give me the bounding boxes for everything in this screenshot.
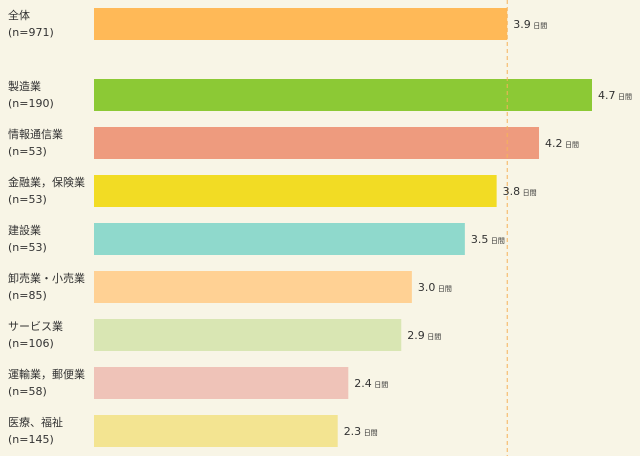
bar-0 <box>94 8 508 40</box>
bar-7 <box>94 367 349 399</box>
bar-2 <box>94 127 540 159</box>
bars-layer <box>94 8 592 447</box>
bar-6 <box>94 319 402 351</box>
value-unit-4: 日間 <box>491 237 505 245</box>
value-label-8: 2.3 <box>344 425 362 438</box>
category-n-4: (n=53) <box>8 241 47 254</box>
value-label-1: 4.7 <box>598 89 616 102</box>
value-label-3: 3.8 <box>503 185 521 198</box>
value-label-5: 3.0 <box>418 281 436 294</box>
bar-4 <box>94 223 465 255</box>
category-label-7: 運輸業，郵便業 <box>8 367 85 381</box>
category-n-6: (n=106) <box>8 337 54 350</box>
value-label-7: 2.4 <box>354 377 372 390</box>
category-label-4: 建設業 <box>8 223 41 237</box>
value-unit-7: 日間 <box>374 381 388 389</box>
category-label-5: 卸売業・小売業 <box>8 271 85 285</box>
category-n-1: (n=190) <box>8 97 54 110</box>
value-label-2: 4.2 <box>545 137 563 150</box>
category-n-8: (n=145) <box>8 433 54 446</box>
value-label-0: 3.9 <box>513 18 531 31</box>
category-label-0: 全体 <box>8 8 30 22</box>
value-label-6: 2.9 <box>407 329 425 342</box>
value-unit-1: 日間 <box>618 93 632 101</box>
category-label-6: サービス業 <box>8 320 63 333</box>
value-unit-6: 日間 <box>427 333 441 341</box>
value-unit-8: 日間 <box>364 429 378 437</box>
bar-1 <box>94 79 592 111</box>
bar-3 <box>94 175 497 207</box>
category-label-8: 医療、福祉 <box>8 415 63 429</box>
value-unit-0: 日間 <box>533 22 547 30</box>
category-n-3: (n=53) <box>8 193 47 206</box>
category-n-5: (n=85) <box>8 289 47 302</box>
bar-5 <box>94 271 412 303</box>
category-label-3: 金融業，保険業 <box>8 175 85 189</box>
category-label-2: 情報通信業 <box>8 128 63 141</box>
value-unit-5: 日間 <box>438 285 452 293</box>
value-unit-3: 日間 <box>523 189 537 197</box>
category-n-2: (n=53) <box>8 145 47 158</box>
category-n-7: (n=58) <box>8 385 47 398</box>
value-unit-2: 日間 <box>565 141 579 149</box>
bar-8 <box>94 415 338 447</box>
category-label-1: 製造業 <box>8 79 41 93</box>
value-label-4: 3.5 <box>471 233 489 246</box>
category-n-0: (n=971) <box>8 26 54 39</box>
